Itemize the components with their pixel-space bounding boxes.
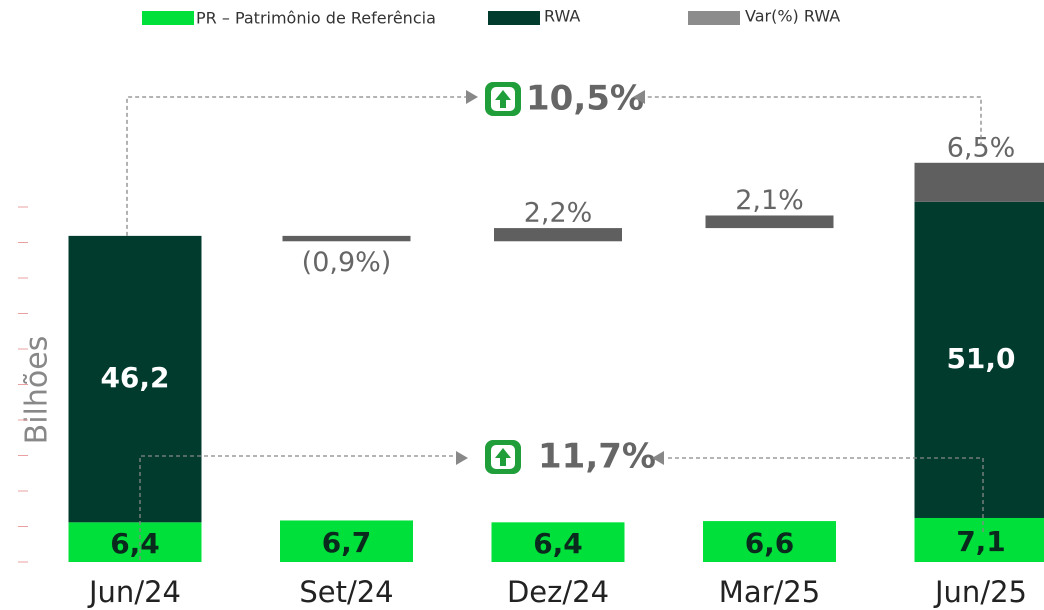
x-tick-label: Mar/25 bbox=[719, 575, 820, 609]
bar bbox=[705, 215, 834, 229]
bar bbox=[703, 521, 836, 562]
x-tick-label: Jun/24 bbox=[87, 575, 181, 609]
legend-swatch bbox=[142, 11, 194, 25]
x-tick-label: Set/24 bbox=[299, 575, 393, 609]
bar bbox=[68, 522, 202, 562]
legend: PR – Patrimônio de Referência RWA Var(%)… bbox=[142, 7, 840, 28]
annotation: 10,5% bbox=[526, 79, 644, 119]
bar-label: 6,6 bbox=[745, 527, 795, 560]
bar-label: 6,4 bbox=[533, 527, 583, 560]
bar-label: 6,4 bbox=[110, 527, 160, 560]
bar bbox=[282, 235, 411, 242]
icon bbox=[485, 82, 521, 116]
bar-label: 7,1 bbox=[956, 525, 1006, 558]
icon bbox=[485, 440, 521, 474]
bar-label: 2,2% bbox=[524, 198, 593, 229]
x-tick-label: Dez/24 bbox=[507, 575, 609, 609]
bar bbox=[280, 520, 413, 562]
arrow-head bbox=[456, 451, 468, 465]
connector bbox=[665, 457, 984, 532]
legend-label: PR – Patrimônio de Referência bbox=[196, 9, 436, 28]
bar bbox=[68, 235, 202, 523]
connector bbox=[645, 96, 982, 146]
bar bbox=[491, 522, 625, 562]
legend-label: RWA bbox=[544, 7, 580, 26]
y-axis-label: Bilhões bbox=[20, 336, 55, 445]
legend-label: Var(%) RWA bbox=[745, 7, 840, 26]
legend-swatch bbox=[688, 11, 740, 25]
annotation: 11,7% bbox=[538, 437, 656, 477]
bar-label: 6,7 bbox=[322, 526, 372, 559]
bar bbox=[914, 162, 1044, 202]
arrow-head bbox=[652, 451, 664, 465]
legend-swatch bbox=[488, 11, 540, 25]
bar-label: 46,2 bbox=[100, 361, 169, 394]
x-tick-label: Jun/25 bbox=[933, 575, 1027, 609]
arrow-head bbox=[633, 90, 645, 104]
arrow-head bbox=[466, 90, 478, 104]
bar-label: 51,0 bbox=[946, 342, 1015, 375]
bar-label: (0,9%) bbox=[302, 247, 392, 278]
bar bbox=[914, 201, 1044, 518]
bar bbox=[914, 517, 1044, 562]
bar bbox=[494, 228, 622, 242]
bar-label: 2,1% bbox=[735, 185, 804, 216]
connector bbox=[126, 96, 466, 236]
